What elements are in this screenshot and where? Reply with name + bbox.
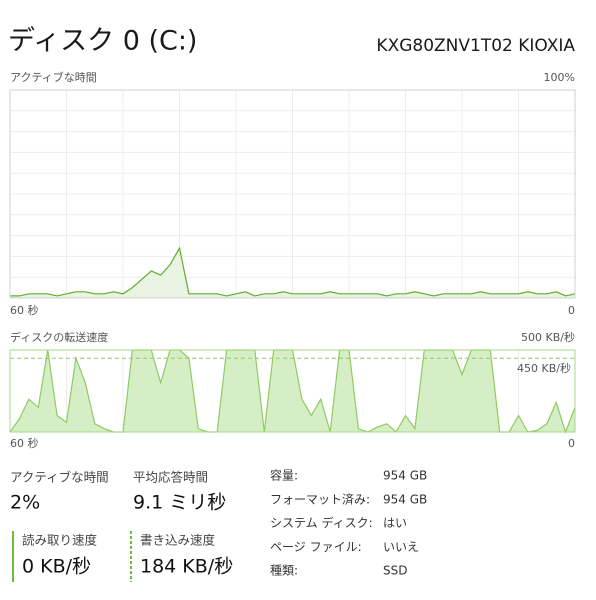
chart-label: ディスクの転送速度 (10, 330, 108, 344)
property-label: フォーマット済み: (270, 491, 370, 506)
property-value: 954 GB (383, 469, 427, 483)
stat-value: 0 KB/秒 (22, 556, 91, 578)
y-tick-label: 0 (568, 304, 575, 317)
stat-value: 184 KB/秒 (140, 556, 233, 578)
property-label: 種類: (270, 564, 298, 578)
property-label: システム ディスク: (270, 515, 373, 530)
stat-label: 平均応答時間 (133, 470, 208, 485)
x-tick-label: 60 秒 (10, 303, 39, 317)
area-fill (10, 350, 575, 432)
stat-label: 読み取り速度 (22, 533, 98, 548)
y-tick-label: 0 (568, 437, 575, 450)
stat-label: アクティブな時間 (10, 470, 109, 485)
stat-value: 9.1 ミリ秒 (133, 492, 226, 514)
property-value: はい (383, 516, 407, 530)
chart-label: アクティブな時間 (10, 70, 97, 84)
stat-label: 書き込み速度 (140, 533, 216, 548)
property-value: SSD (383, 564, 407, 578)
x-tick-label: 60 秒 (10, 436, 39, 450)
property-label: 容量: (270, 468, 298, 483)
plot-border (9, 349, 576, 433)
stat-value: 2% (10, 492, 40, 514)
property-value: いいえ (383, 540, 419, 554)
reference-label: 450 KB/秒 (517, 361, 571, 375)
y-tick-label: 100% (544, 71, 575, 84)
series-line (10, 246, 576, 297)
disk-title: ディスク 0 (C:) (8, 26, 197, 57)
y-tick-label: 500 KB/秒 (521, 330, 575, 344)
property-value: 954 GB (383, 492, 427, 506)
disk-model: KXG80ZNV1T02 KIOXIA (376, 36, 575, 56)
area-fill (10, 248, 575, 298)
plot-border (9, 89, 576, 299)
property-label: ページ ファイル: (270, 540, 362, 554)
